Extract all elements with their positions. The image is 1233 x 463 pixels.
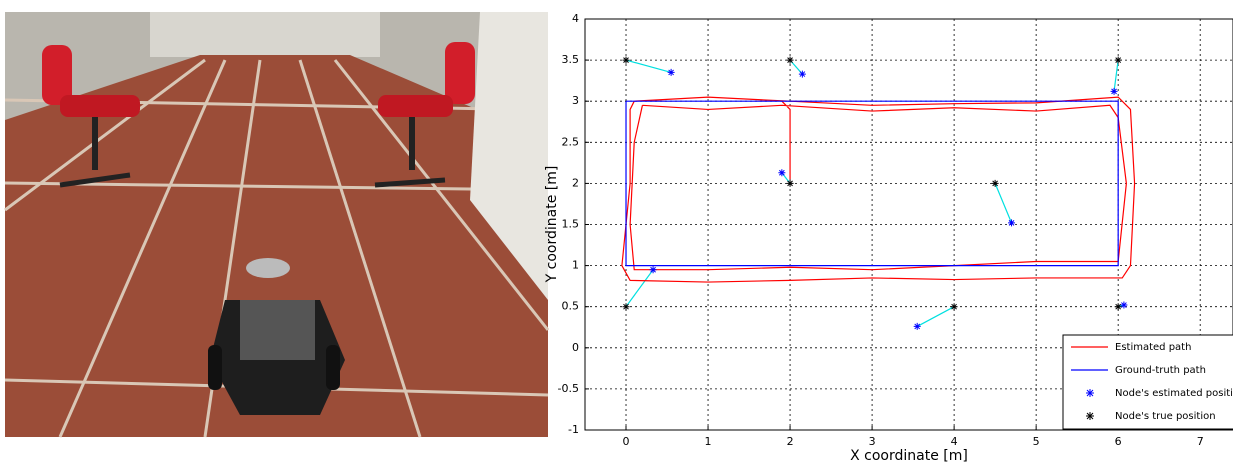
y-tick-label: 0.5 — [562, 300, 580, 313]
x-tick-label: 7 — [1197, 435, 1204, 448]
y-tick-label: -1 — [568, 423, 579, 436]
x-tick-label: 2 — [787, 435, 794, 448]
node-marker — [1115, 303, 1122, 310]
node-marker — [1115, 57, 1122, 64]
legend-swatch — [1086, 389, 1094, 397]
chart: X coordinate [m] Y coordinate [m] 0 1 2 3 4 5… — [544, 12, 1233, 463]
photo-corridor — [150, 12, 380, 57]
node-marker — [787, 180, 794, 187]
y-tick-label: 3 — [572, 94, 579, 107]
legend-label: Node's estimated position — [1115, 388, 1233, 399]
legend-swatch — [1086, 412, 1094, 420]
y-tick-label: 2.5 — [562, 135, 580, 148]
y-tick-label: 4 — [572, 12, 579, 25]
legend-label: Node's true position — [1115, 411, 1216, 422]
node-marker — [992, 180, 999, 187]
x-axis-label: X coordinate [m] — [850, 448, 968, 463]
x-tick-label: 1 — [705, 435, 712, 448]
node-marker — [914, 323, 921, 330]
y-tick-label: 1 — [572, 259, 579, 272]
node-marker — [951, 303, 958, 310]
x-tick-label: 0 — [623, 435, 630, 448]
legend-label: Ground-truth path — [1115, 365, 1206, 376]
photo — [5, 12, 548, 437]
y-tick-label: -0.5 — [558, 382, 579, 395]
node-marker — [778, 169, 785, 176]
node-marker — [1008, 219, 1015, 226]
figure: X coordinate [m] Y coordinate [m] 0 1 2 3 4 5… — [0, 0, 1233, 463]
y-tick-label: 3.5 — [562, 53, 580, 66]
node-marker — [1111, 88, 1118, 95]
node-marker — [623, 303, 630, 310]
node-marker — [799, 71, 806, 78]
x-tick-label: 6 — [1115, 435, 1122, 448]
node-marker — [1120, 302, 1127, 309]
node-marker — [787, 57, 794, 64]
y-tick-label: 1.5 — [562, 218, 580, 231]
page: X coordinate [m] Y coordinate [m] 0 1 2 3 4 5… — [0, 0, 1233, 463]
y-axis-label: Y coordinate [m] — [544, 166, 560, 284]
x-tick-label: 3 — [869, 435, 876, 448]
legend-label: Estimated path — [1115, 342, 1191, 353]
x-tick-label: 5 — [1033, 435, 1040, 448]
node-marker — [668, 69, 675, 76]
node-marker — [650, 266, 657, 273]
node-marker — [623, 57, 630, 64]
y-tick-label: 2 — [572, 176, 579, 189]
x-tick-label: 4 — [951, 435, 958, 448]
y-tick-label: 0 — [572, 341, 579, 354]
